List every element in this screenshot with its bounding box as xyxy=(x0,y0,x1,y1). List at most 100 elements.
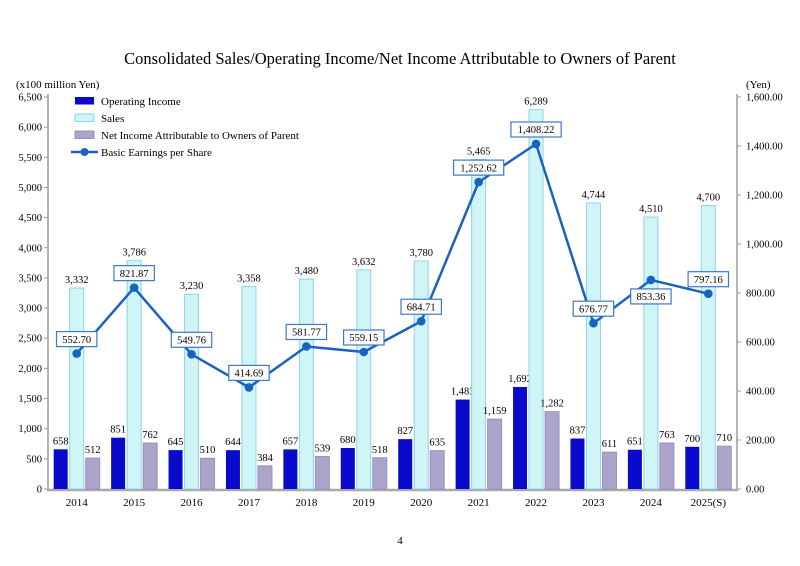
bar-operating-income xyxy=(685,446,700,489)
bar-net-income xyxy=(487,418,503,490)
left-axis-tick-label: 5,000 xyxy=(18,183,42,194)
eps-point xyxy=(72,349,82,358)
bar-value-label: 635 xyxy=(429,438,445,449)
left-axis-tick-label: 5,500 xyxy=(18,153,42,164)
bar-value-label: 657 xyxy=(283,436,299,447)
bar-operating-income xyxy=(340,447,355,489)
legend-swatch-0 xyxy=(75,97,94,105)
bar-value-label: 763 xyxy=(659,430,675,441)
eps-label: 797.16 xyxy=(694,275,723,286)
bar-value-label: 5,465 xyxy=(467,146,491,157)
right-axis-tick-label: 1,400.00 xyxy=(746,142,783,153)
left-axis-tick-label: 1,500 xyxy=(18,394,42,405)
bar-sales xyxy=(356,269,372,490)
left-axis-tick-label: 3,500 xyxy=(18,273,42,284)
eps-label-box xyxy=(510,121,562,138)
eps-label-box xyxy=(452,159,505,176)
eps-point xyxy=(474,177,483,187)
right-axis-tick-label: 1,200.00 xyxy=(746,191,783,202)
legend-swatch-1 xyxy=(74,113,95,122)
left-axis-tick-label: 2,000 xyxy=(18,364,42,375)
right-axis-tick-label: 800.00 xyxy=(746,289,775,300)
bar-operating-income xyxy=(111,437,126,489)
bar-value-label: 6,289 xyxy=(524,97,548,108)
bar-value-label: 827 xyxy=(397,426,413,437)
category-label-2024: 2024 xyxy=(640,497,663,509)
bar-net-income xyxy=(601,451,617,490)
eps-label: 853.36 xyxy=(636,292,665,303)
bar-sales xyxy=(471,158,487,490)
right-axis-tick-label: 600.00 xyxy=(746,338,775,349)
eps-label-box xyxy=(630,288,672,305)
bar-operating-income xyxy=(225,450,240,489)
bar-operating-income xyxy=(455,399,470,489)
right-axis-tick-label: 0.00 xyxy=(746,485,764,496)
eps-point xyxy=(302,342,311,351)
category-label-2015: 2015 xyxy=(123,497,146,509)
left-axis-tick-label: 4,500 xyxy=(18,213,42,224)
bar-value-label: 762 xyxy=(142,430,158,441)
bar-operating-income xyxy=(53,449,68,489)
eps-label: 1,252.62 xyxy=(460,163,497,174)
bar-value-label: 3,632 xyxy=(352,257,376,268)
eps-label-box xyxy=(572,300,615,317)
bar-value-label: 3,786 xyxy=(122,248,146,259)
eps-label-box xyxy=(342,329,385,346)
left-axis-tick-label: 4,000 xyxy=(18,243,42,254)
bar-value-label: 4,700 xyxy=(696,193,720,204)
bar-value-label: 3,480 xyxy=(295,266,319,277)
bar-value-label: 680 xyxy=(340,435,356,446)
left-axis-tick-label: 0 xyxy=(37,485,42,496)
bar-value-label: 1,159 xyxy=(483,406,507,417)
legend-label-3: Basic Earnings per Share xyxy=(101,147,212,159)
eps-label: 552.70 xyxy=(62,335,91,346)
eps-point xyxy=(589,318,598,328)
bar-value-label: 3,780 xyxy=(409,248,433,259)
legend-label-2: Net Income Attributable to Owners of Par… xyxy=(101,130,299,142)
legend-line-marker xyxy=(80,148,89,156)
left-axis-caption: (x100 million Yen) xyxy=(16,79,100,91)
left-axis-tick-label: 3,000 xyxy=(18,304,42,315)
eps-point xyxy=(416,316,426,326)
left-axis-tick-label: 500 xyxy=(26,454,42,465)
eps-point xyxy=(703,289,713,298)
eps-label-box xyxy=(285,323,328,341)
bar-operating-income xyxy=(283,449,298,489)
bar-net-income xyxy=(716,445,732,490)
bar-sales xyxy=(184,293,200,490)
category-label-2014: 2014 xyxy=(66,497,89,509)
bar-net-income xyxy=(429,450,445,490)
bar-sales xyxy=(700,205,716,490)
eps-point xyxy=(531,139,541,149)
bar-sales xyxy=(69,287,85,490)
right-axis-tick-label: 1,600.00 xyxy=(746,93,783,104)
category-label-2020: 2020 xyxy=(410,497,433,509)
bar-net-income xyxy=(372,457,388,490)
bar-operating-income xyxy=(570,438,585,489)
eps-label-box xyxy=(228,364,270,382)
category-label-2017: 2017 xyxy=(238,497,261,509)
category-label-2021: 2021 xyxy=(468,497,490,509)
bar-net-income xyxy=(200,457,216,490)
category-label-2022: 2022 xyxy=(525,497,547,509)
bar-value-label: 611 xyxy=(602,439,617,450)
bar-value-label: 710 xyxy=(716,433,732,444)
bar-value-label: 851 xyxy=(110,425,126,436)
bar-value-label: 4,510 xyxy=(639,204,663,215)
bar-value-label: 1,282 xyxy=(540,399,564,410)
eps-label-box xyxy=(400,298,443,315)
bar-value-label: 658 xyxy=(53,436,69,447)
category-label-2019: 2019 xyxy=(353,497,376,509)
eps-label: 549.76 xyxy=(177,336,206,347)
right-axis-tick-label: 400.00 xyxy=(746,387,775,398)
bar-net-income xyxy=(659,442,675,490)
bar-net-income xyxy=(314,455,330,490)
eps-label-box xyxy=(55,330,98,348)
category-label-2025(S): 2025(S) xyxy=(691,497,727,509)
category-label-2023: 2023 xyxy=(582,497,605,509)
bar-value-label: 539 xyxy=(315,443,331,454)
eps-label: 1,408.22 xyxy=(518,125,555,136)
bar-value-label: 700 xyxy=(684,434,700,445)
bar-value-label: 518 xyxy=(372,445,388,456)
